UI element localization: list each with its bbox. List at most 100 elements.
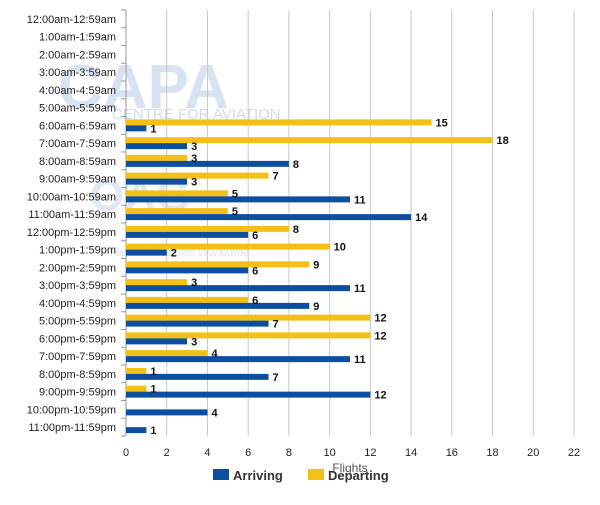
category-label: 5:00pm-5:59pm xyxy=(39,316,116,328)
arriving-value-label: 1 xyxy=(150,123,156,135)
departing-bar xyxy=(126,243,330,250)
departing-value-label: 3 xyxy=(191,277,197,289)
x-tick-label: 0 xyxy=(123,447,129,459)
arriving-value-label: 11 xyxy=(354,283,366,295)
arriving-legend-swatch xyxy=(213,469,229,480)
arriving-value-label: 7 xyxy=(273,372,279,384)
departing-bar xyxy=(126,208,228,215)
departing-value-label: 5 xyxy=(232,188,238,200)
arriving-bar xyxy=(126,267,249,274)
arriving-value-label: 3 xyxy=(191,336,197,348)
x-axis: 0 2 4 6 8 10 12 14 16 18 20 22 xyxy=(123,447,580,459)
category-label: 1:00pm-1:59pm xyxy=(39,245,116,257)
arriving-bar xyxy=(126,178,188,185)
x-tick-label: 6 xyxy=(245,447,251,459)
category-axis: 12:00am-12:59am 1:00am-1:59am 2:00am-2:59a… xyxy=(27,9,127,437)
category-label: 10:00am-10:59am xyxy=(27,191,116,203)
x-tick-label: 16 xyxy=(446,447,458,459)
departing-bar xyxy=(126,225,289,232)
arriving-legend-label: Arriving xyxy=(233,468,283,483)
category-label: 2:00am-2:59am xyxy=(39,49,116,61)
departing-value-label: 12 xyxy=(374,313,386,325)
departing-legend-label: Departing xyxy=(328,468,389,483)
departing-bar xyxy=(126,154,188,161)
legend[interactable]: Arriving Departing xyxy=(213,468,389,483)
arriving-value-label: 3 xyxy=(191,177,197,189)
x-axis-title: Flights xyxy=(332,461,367,475)
arriving-bar xyxy=(126,125,147,132)
arriving-bar xyxy=(126,143,188,150)
departing-value-label: 15 xyxy=(435,117,447,129)
category-label: 8:00pm-8:59pm xyxy=(39,369,116,381)
departing-bar xyxy=(126,296,249,303)
departing-value-label: 1 xyxy=(150,366,156,378)
arriving-bar xyxy=(126,356,350,363)
arriving-bar xyxy=(126,302,310,309)
departing-bar xyxy=(126,279,188,286)
category-label: 11:00am-11:59am xyxy=(28,209,116,221)
x-tick-label: 10 xyxy=(324,447,336,459)
departing-value-label: 3 xyxy=(191,153,197,165)
category-label: 7:00am-7:59am xyxy=(39,138,116,150)
departing-value-label: 12 xyxy=(374,330,386,342)
category-label: 3:00am-3:59am xyxy=(39,67,116,79)
arriving-bar xyxy=(126,285,350,292)
arriving-value-label: 8 xyxy=(293,159,299,171)
category-label: 9:00am-9:59am xyxy=(39,174,116,186)
x-tick-label: 20 xyxy=(527,447,539,459)
departing-bar xyxy=(126,172,269,179)
x-tick-label: 8 xyxy=(286,447,292,459)
category-label: 4:00am-4:59am xyxy=(39,85,116,97)
x-tick-label: 12 xyxy=(364,447,376,459)
departing-value-label: 7 xyxy=(273,171,279,183)
departing-value-label: 1 xyxy=(150,384,156,396)
arriving-bar xyxy=(126,320,269,327)
x-tick-label: 22 xyxy=(568,447,580,459)
departing-value-label: 10 xyxy=(334,242,346,254)
category-label: 12:00am-12:59am xyxy=(27,14,116,26)
category-label: 7:00pm-7:59pm xyxy=(39,351,116,363)
category-label: 12:00pm-12:59pm xyxy=(27,227,116,239)
arriving-bar xyxy=(126,373,269,380)
category-label: 8:00am-8:59am xyxy=(39,156,116,168)
departing-legend-swatch xyxy=(308,469,324,480)
departing-value-label: 18 xyxy=(497,135,509,147)
arriving-bar xyxy=(126,214,412,221)
category-label: 4:00pm-4:59pm xyxy=(39,298,116,310)
category-label: 3:00pm-3:59pm xyxy=(39,280,116,292)
arriving-value-label: 12 xyxy=(374,390,386,402)
arriving-bar xyxy=(126,391,371,398)
departing-bar xyxy=(126,367,147,374)
category-label: 6:00pm-6:59pm xyxy=(39,333,116,345)
category-label: 10:00pm-10:59pm xyxy=(27,404,116,416)
departing-value-label: 9 xyxy=(313,259,319,271)
departing-value-label: 5 xyxy=(232,206,238,218)
category-label: 1:00am-1:59am xyxy=(39,32,116,44)
category-label: 11:00pm-11:59pm xyxy=(28,422,116,434)
arriving-value-label: 6 xyxy=(252,265,258,277)
arriving-value-label: 1 xyxy=(150,425,156,437)
category-label: 2:00pm-2:59pm xyxy=(39,262,116,274)
arriving-bar xyxy=(126,196,350,203)
arriving-value-label: 9 xyxy=(313,301,319,313)
departing-bar xyxy=(126,332,371,339)
arriving-bar xyxy=(126,409,208,416)
arriving-bar xyxy=(126,427,147,434)
departing-bar xyxy=(126,137,493,144)
departing-bar xyxy=(126,261,310,268)
x-tick-label: 14 xyxy=(405,447,417,459)
category-label: 9:00pm-9:59pm xyxy=(39,387,116,399)
x-tick-label: 4 xyxy=(204,447,210,459)
watermark-tagline: CENTRE FOR AVIATION xyxy=(112,106,281,123)
departing-value-label: 4 xyxy=(211,348,218,360)
departing-bar xyxy=(126,190,228,197)
departing-value-label: 6 xyxy=(252,295,258,307)
arriving-bar xyxy=(126,338,188,345)
x-tick-label: 18 xyxy=(486,447,498,459)
category-label: 6:00am-6:59am xyxy=(39,120,116,132)
departing-value-label: 8 xyxy=(293,224,299,236)
arriving-value-label: 3 xyxy=(191,141,197,153)
category-label: 5:00am-5:59am xyxy=(39,103,116,115)
